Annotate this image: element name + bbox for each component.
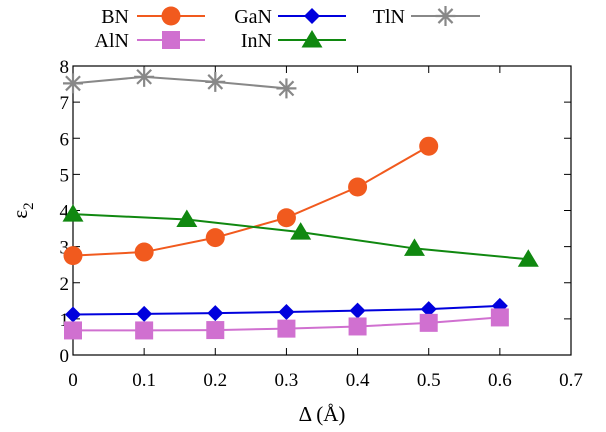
- data-point: [63, 73, 83, 94]
- data-point: [176, 209, 198, 228]
- data-point: [276, 208, 296, 228]
- y-tick-label: 6: [60, 129, 70, 150]
- legend-sample-marker: [161, 6, 181, 26]
- y-axis-label-main: ε: [8, 210, 32, 219]
- data-point: [278, 304, 295, 321]
- data-point: [65, 306, 81, 323]
- series-line: [72, 75, 287, 90]
- legend-entry: AlN: [95, 30, 129, 52]
- y-axis-label: ε2: [8, 202, 37, 218]
- legend-sample: [278, 30, 346, 48]
- legend-sample-marker: [435, 6, 456, 26]
- data-point: [490, 308, 509, 327]
- data-point: [134, 66, 155, 87]
- data-point: [63, 246, 83, 266]
- legend-label: AlN: [95, 30, 129, 52]
- data-point: [205, 228, 225, 248]
- x-tick-label: 0.6: [488, 370, 512, 391]
- data-point: [277, 319, 296, 338]
- legend-entry: InN: [241, 30, 272, 52]
- series-tln: [65, 297, 508, 323]
- y-tick-label: 5: [60, 165, 70, 186]
- data-point: [62, 204, 84, 222]
- y-tick-label: 8: [60, 57, 70, 78]
- legend-sample-marker: [304, 8, 320, 24]
- data-point: [64, 321, 82, 340]
- x-axis-label: Δ (Å): [299, 402, 346, 426]
- data-point: [206, 321, 225, 340]
- legend-entry: BN: [101, 6, 129, 28]
- data-point: [420, 301, 437, 318]
- data-point: [348, 177, 368, 197]
- data-point: [276, 78, 297, 99]
- y-tick-label: 1: [60, 310, 70, 331]
- y-tick-label: 0: [60, 346, 70, 367]
- x-tick-label: 0: [68, 370, 78, 391]
- data-point: [136, 305, 153, 322]
- data-point: [419, 313, 438, 332]
- series-unlabeled: [63, 66, 297, 99]
- data-point: [205, 71, 226, 92]
- x-tick-label: 0.7: [559, 370, 583, 391]
- series-aln: [64, 308, 509, 340]
- series-inn: [62, 204, 539, 267]
- y-tick-label: 7: [60, 93, 70, 114]
- data-point: [348, 317, 367, 336]
- data-point: [403, 238, 425, 256]
- x-tick-label: 0.3: [275, 370, 299, 391]
- y-tick-label: 2: [60, 274, 70, 295]
- data-point: [207, 305, 224, 322]
- series-line: [72, 145, 430, 257]
- data-point: [419, 136, 439, 156]
- legend-label: TlN: [373, 6, 405, 28]
- x-tick-label: 0.4: [346, 370, 370, 391]
- legend-sample: [411, 6, 480, 26]
- y-tick-label: 3: [60, 238, 70, 259]
- legend-label: BN: [101, 6, 129, 28]
- legend-label: InN: [241, 30, 272, 52]
- legend-entry: TlN: [373, 6, 405, 28]
- x-tick-label: 0.5: [417, 370, 441, 391]
- legend-sample-marker: [301, 30, 323, 48]
- series-layer: [62, 66, 539, 340]
- axis-ticks: 0 0.1 0.2 0.3 0.4 0.5 0.6 0.7 0 1 2 3 4 5 6 7 8: [60, 57, 583, 391]
- data-point: [349, 302, 366, 319]
- y-tick-label: 4: [60, 202, 70, 223]
- legend-sample-marker: [162, 31, 180, 49]
- x-tick-label: 0.1: [132, 370, 156, 391]
- data-point: [134, 242, 154, 262]
- legend-sample: [278, 8, 346, 24]
- legend-label: GaN: [234, 6, 272, 28]
- series-gan: [63, 136, 439, 266]
- data-point: [135, 321, 154, 340]
- legend: BN GaN TlN AlN InN: [95, 6, 480, 52]
- y-axis-label-subscript: 2: [21, 202, 37, 210]
- data-point: [517, 249, 539, 267]
- data-point: [290, 222, 312, 240]
- x-tick-label: 0.2: [203, 370, 227, 391]
- legend-sample: [137, 31, 205, 49]
- legend-entry: GaN: [234, 6, 272, 28]
- legend-sample: [137, 6, 205, 26]
